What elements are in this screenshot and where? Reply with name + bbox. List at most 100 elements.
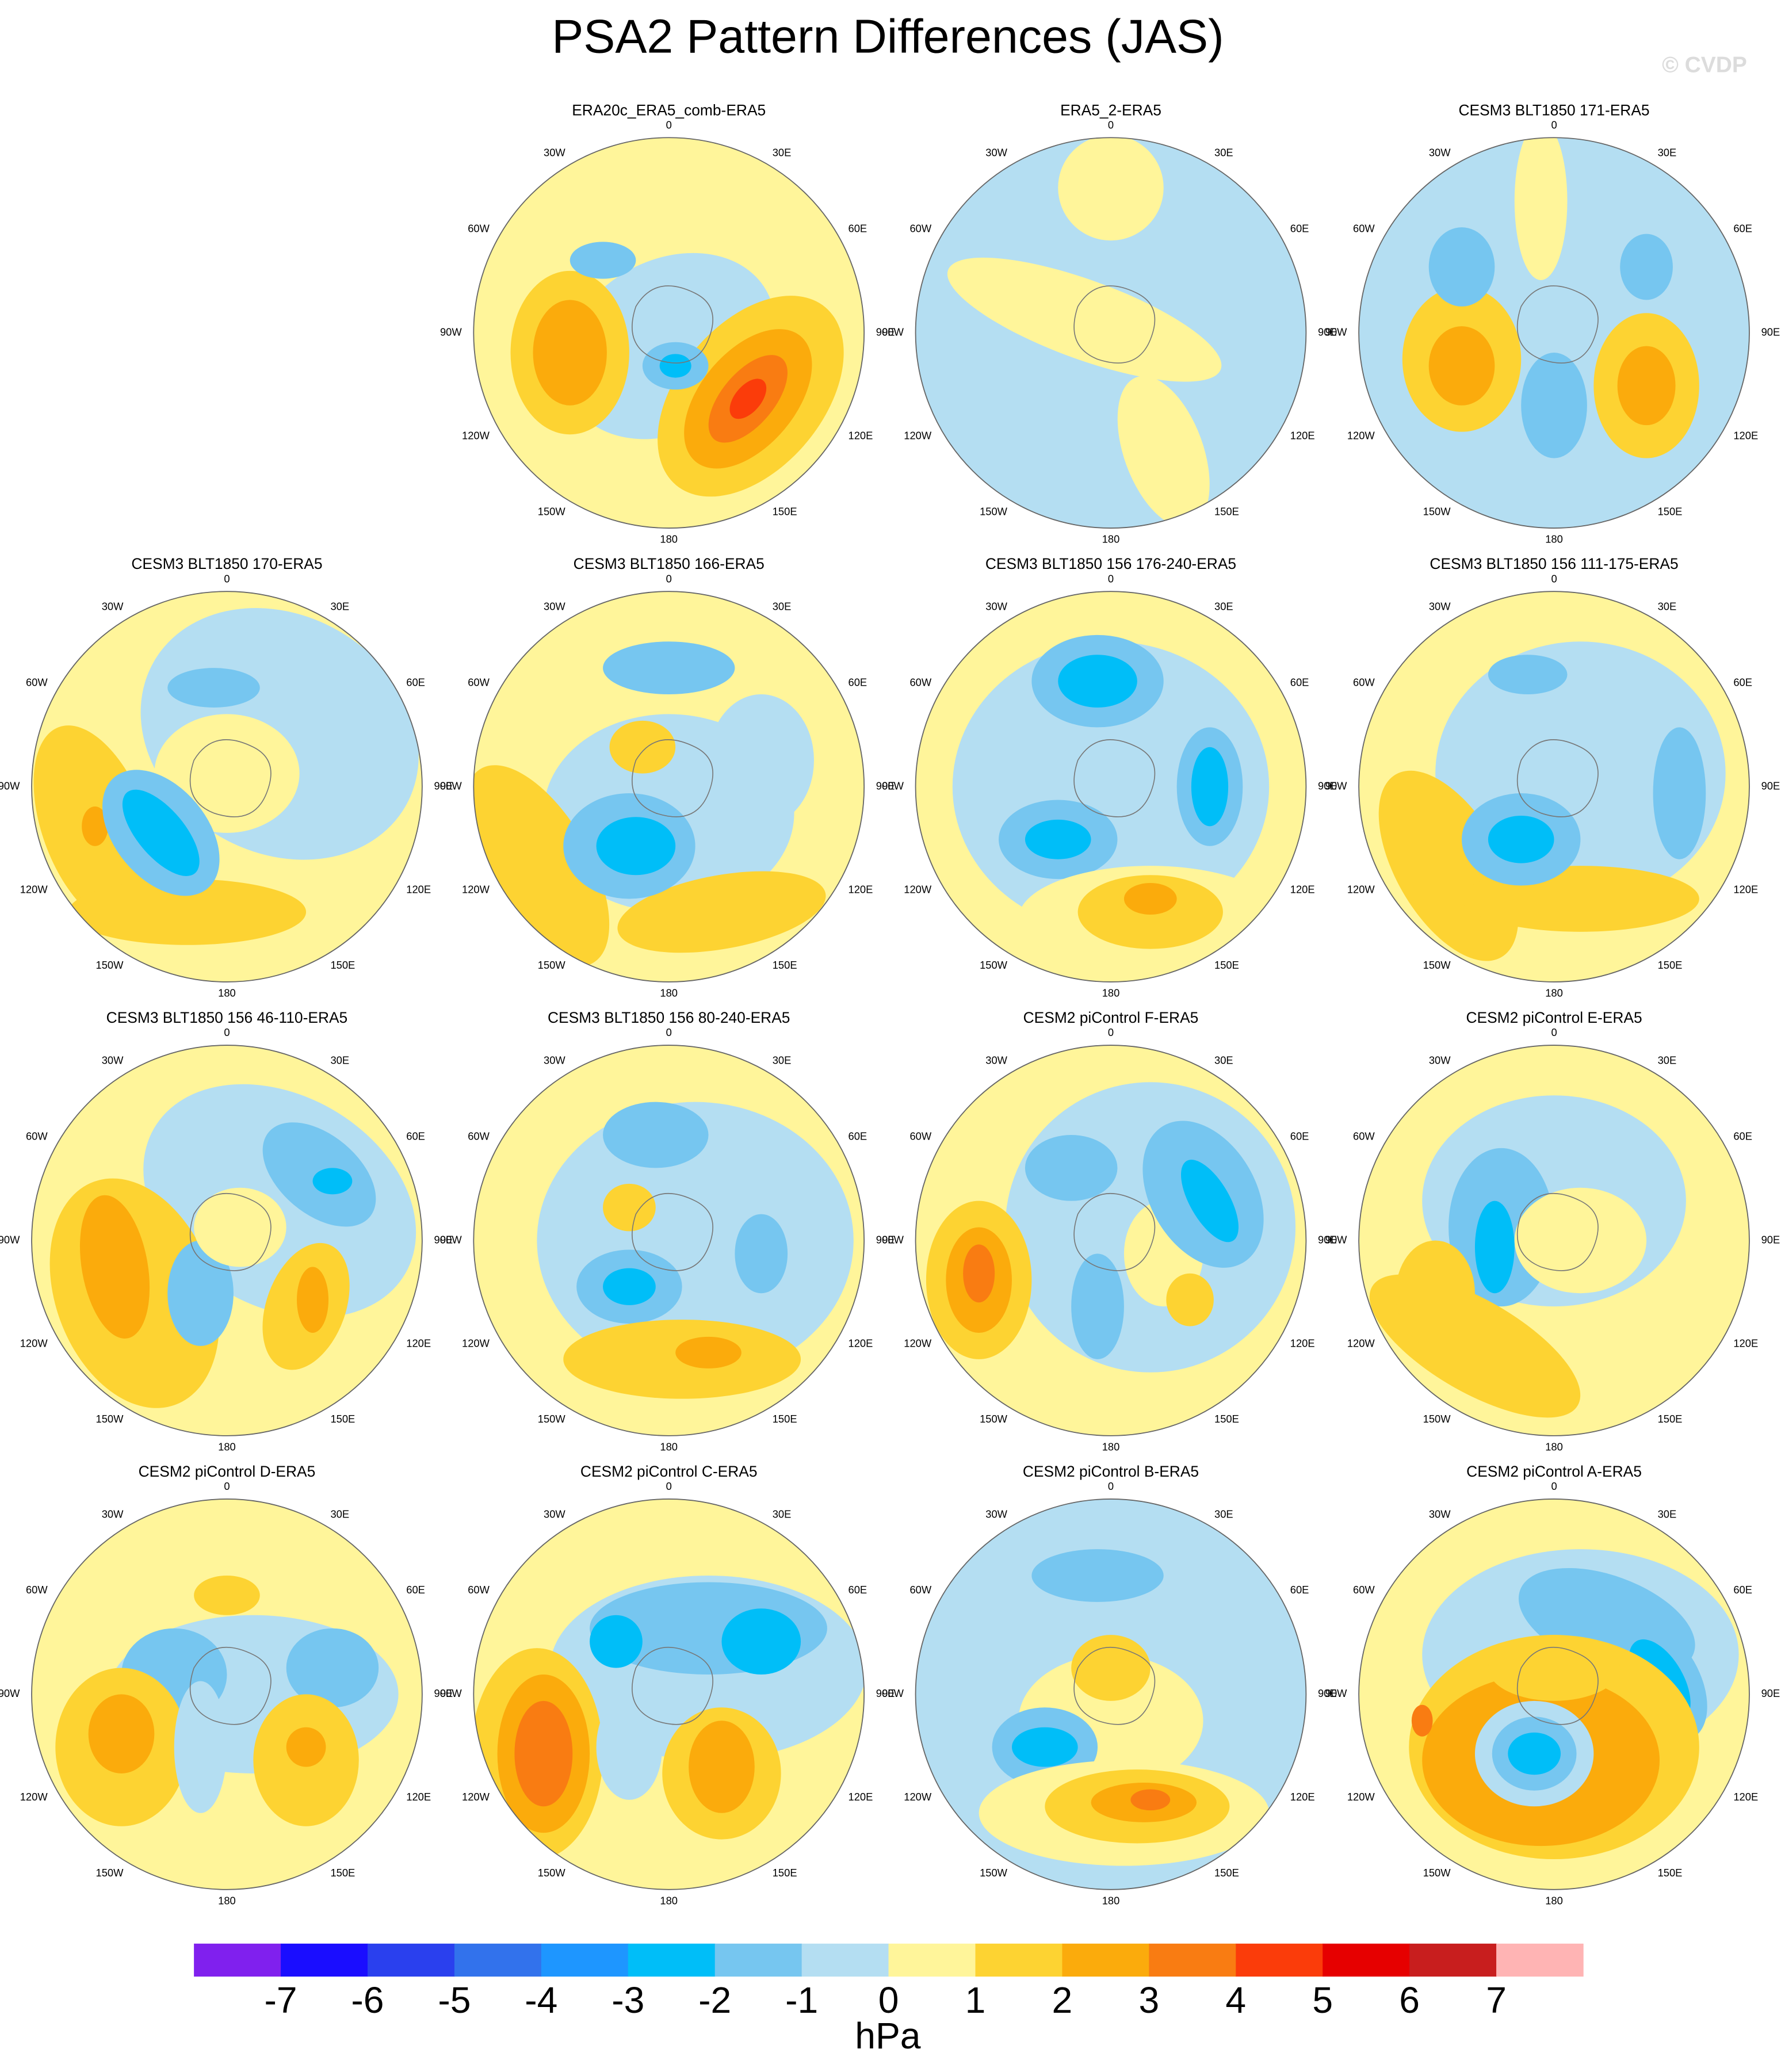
contour-region xyxy=(1428,326,1495,406)
lon-label: 90E xyxy=(1318,1687,1337,1699)
lon-label: 90W xyxy=(882,779,904,792)
contour-region xyxy=(514,1700,573,1807)
contour-region xyxy=(88,1694,155,1773)
lon-label: 90W xyxy=(1325,1233,1347,1245)
lon-label: 90E xyxy=(1318,779,1337,792)
panel-title: CESM2 piControl E-ERA5 xyxy=(1466,1009,1642,1026)
coastline xyxy=(1073,1647,1156,1725)
colorbar-tick-label: -4 xyxy=(525,1979,557,2021)
lon-label: 30E xyxy=(330,601,349,613)
colorbar-tick-label: 5 xyxy=(1312,1979,1333,2021)
colorbar-tick-label: 6 xyxy=(1399,1979,1420,2021)
contour-region xyxy=(1130,1789,1171,1811)
panel-title: CESM3 BLT1850 156 111-175-ERA5 xyxy=(1430,555,1678,572)
lon-label: 90W xyxy=(440,1687,462,1699)
lon-label: 120E xyxy=(1733,1337,1758,1349)
map-panel xyxy=(32,591,422,982)
contour-region xyxy=(1191,747,1229,827)
lon-label: 90W xyxy=(0,779,20,792)
lon-label: 90E xyxy=(876,326,895,338)
contour-region xyxy=(963,1244,995,1303)
lon-label: 90E xyxy=(1318,1233,1337,1245)
lon-label: 60E xyxy=(1290,1130,1309,1142)
contour-region xyxy=(1620,234,1673,300)
contour-region xyxy=(1488,655,1568,695)
lon-label: 60E xyxy=(1733,222,1752,234)
lon-label: 150E xyxy=(773,505,797,517)
map-border xyxy=(31,1045,423,1436)
contour-region xyxy=(1488,1635,1621,1701)
colorbar-box xyxy=(541,1943,629,1977)
contour-region xyxy=(1617,346,1676,426)
contour-region xyxy=(1058,137,1164,241)
contour-region xyxy=(1071,1253,1124,1359)
lon-label: 120W xyxy=(20,883,48,895)
contour-region xyxy=(1514,1187,1647,1294)
lon-label: 90E xyxy=(1761,1687,1780,1699)
contour-region xyxy=(675,1336,742,1368)
lon-label: 60E xyxy=(849,222,867,234)
contour-region xyxy=(1396,1240,1475,1346)
panel-title: CESM3 BLT1850 156 46-110-ERA5 xyxy=(106,1009,348,1026)
coastline xyxy=(632,739,713,817)
lon-label: 120E xyxy=(1290,1337,1315,1349)
lon-label: 30E xyxy=(773,1054,792,1066)
lon-label: 0 xyxy=(1108,118,1114,131)
lon-label: 180 xyxy=(1545,1440,1563,1452)
lon-label: 180 xyxy=(218,1440,236,1452)
map-border xyxy=(1358,137,1750,529)
colorbar-box xyxy=(714,1943,802,1977)
lon-label: 90W xyxy=(882,326,904,338)
lon-label: 120E xyxy=(849,1337,873,1349)
colorbar-box xyxy=(1409,1943,1497,1977)
lon-label: 120E xyxy=(849,1791,873,1803)
contour-region xyxy=(1428,227,1495,307)
contour-region xyxy=(603,1183,656,1232)
lon-label: 60E xyxy=(406,1130,425,1142)
lon-label: 30E xyxy=(1658,1054,1677,1066)
lon-label: 120E xyxy=(1733,883,1758,895)
contour-region xyxy=(1117,376,1210,527)
contour-region xyxy=(194,1187,286,1267)
contour-region xyxy=(286,1727,326,1767)
lon-label: 180 xyxy=(1545,533,1563,545)
contour-region xyxy=(947,257,1222,382)
lon-label: 120W xyxy=(462,1791,490,1803)
lon-label: 120E xyxy=(1290,883,1315,895)
colorbar-tick-label: 7 xyxy=(1486,1979,1507,2021)
colorbar-tick-label: -1 xyxy=(785,1979,818,2021)
lon-label: 30W xyxy=(544,147,565,159)
map-panel xyxy=(32,1045,422,1436)
panel-title: CESM3 BLT1850 156 176-240-ERA5 xyxy=(985,555,1236,572)
lon-label: 0 xyxy=(1551,118,1557,131)
watermark: © CVDP xyxy=(1662,53,1747,78)
lon-label: 60W xyxy=(909,1130,931,1142)
contour-region xyxy=(1058,655,1137,708)
contour-region xyxy=(1166,1273,1214,1326)
lon-label: 60W xyxy=(468,676,490,688)
lon-label: 30E xyxy=(1658,147,1677,159)
lon-label: 180 xyxy=(218,1894,236,1906)
colorbar-tick-label: 1 xyxy=(965,1979,986,2021)
lon-label: 120W xyxy=(1347,1791,1375,1803)
lon-label: 0 xyxy=(666,572,672,584)
map-panel xyxy=(1359,1498,1749,1890)
lon-label: 120W xyxy=(1347,430,1375,442)
colorbar-box xyxy=(194,1943,281,1977)
map-panel xyxy=(915,591,1306,982)
contour-region xyxy=(167,668,260,708)
lon-label: 120E xyxy=(406,1337,431,1349)
lon-label: 0 xyxy=(666,1480,672,1492)
lon-label: 30W xyxy=(1429,1054,1451,1066)
lon-label: 90W xyxy=(1325,779,1347,792)
colorbar-box xyxy=(1062,1943,1150,1977)
map-border xyxy=(915,137,1307,529)
lon-label: 0 xyxy=(224,1026,230,1038)
lon-label: 90W xyxy=(1325,1687,1347,1699)
lon-label: 30W xyxy=(544,601,565,613)
lon-label: 60E xyxy=(1290,676,1309,688)
map-border xyxy=(1358,1045,1750,1436)
contour-region xyxy=(1123,882,1177,915)
lon-label: 30E xyxy=(1214,147,1233,159)
lon-label: 120E xyxy=(1290,430,1315,442)
